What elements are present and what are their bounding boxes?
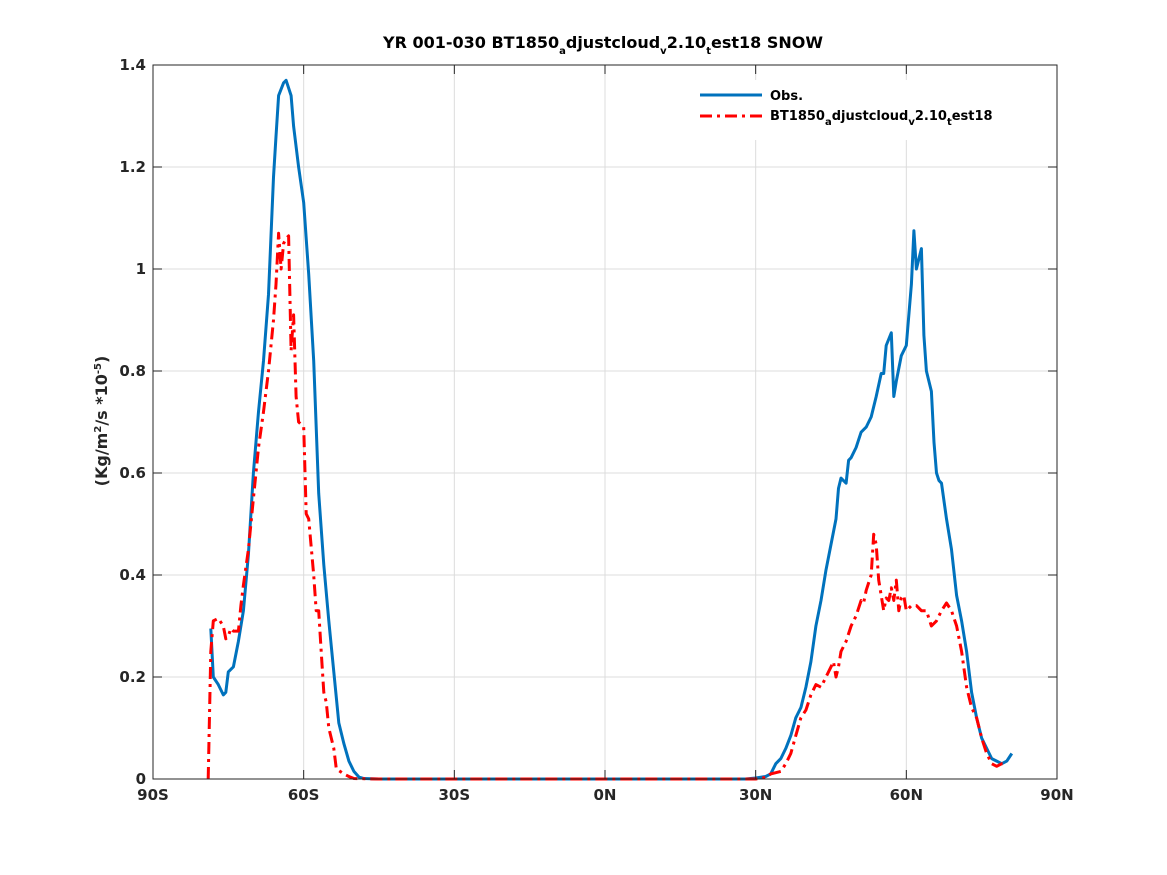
- x-tick-label: 60S: [288, 786, 320, 804]
- legend-label-obs: Obs.: [770, 89, 803, 104]
- y-tick-label: 0.6: [119, 464, 146, 482]
- legend: Obs. BT1850adjustcloudv2.10test18: [690, 80, 1040, 140]
- legend-box: [690, 80, 1040, 140]
- x-tick-label: 90S: [137, 786, 169, 804]
- y-tick-label: 0.2: [119, 668, 146, 686]
- x-tick-label: 0N: [594, 786, 617, 804]
- x-tick-label: 90N: [1040, 786, 1073, 804]
- y-tick-label: 1: [136, 260, 146, 278]
- x-tick-label: 60N: [890, 786, 923, 804]
- y-tick-label: 1.4: [119, 56, 146, 74]
- x-tick-label: 30S: [438, 786, 470, 804]
- y-tick-label: 0: [136, 770, 146, 788]
- axis-ticks: [152, 64, 1058, 780]
- series-line-obs: [209, 78, 1014, 781]
- series-line-model: [206, 231, 1007, 781]
- x-tick-label: 30N: [739, 786, 772, 804]
- y-tick-label: 0.8: [119, 362, 146, 380]
- series-lines: [206, 78, 1014, 781]
- legend-label-model: BT1850adjustcloudv2.10test18: [770, 109, 993, 128]
- y-axis-label: (Kg/m2/s *10-5): [92, 356, 111, 487]
- y-tick-label: 1.2: [119, 158, 146, 176]
- axis-tick-labels: 90S 60S 30S 0N 30N 60N 90N 0 0.2 0.4 0.6 0.8 1 1.2 1.4: [119, 56, 1073, 804]
- y-tick-label: 0.4: [119, 566, 146, 584]
- chart-title: YR 001-030 BT1850adjustcloudv2.10test18 …: [382, 33, 823, 57]
